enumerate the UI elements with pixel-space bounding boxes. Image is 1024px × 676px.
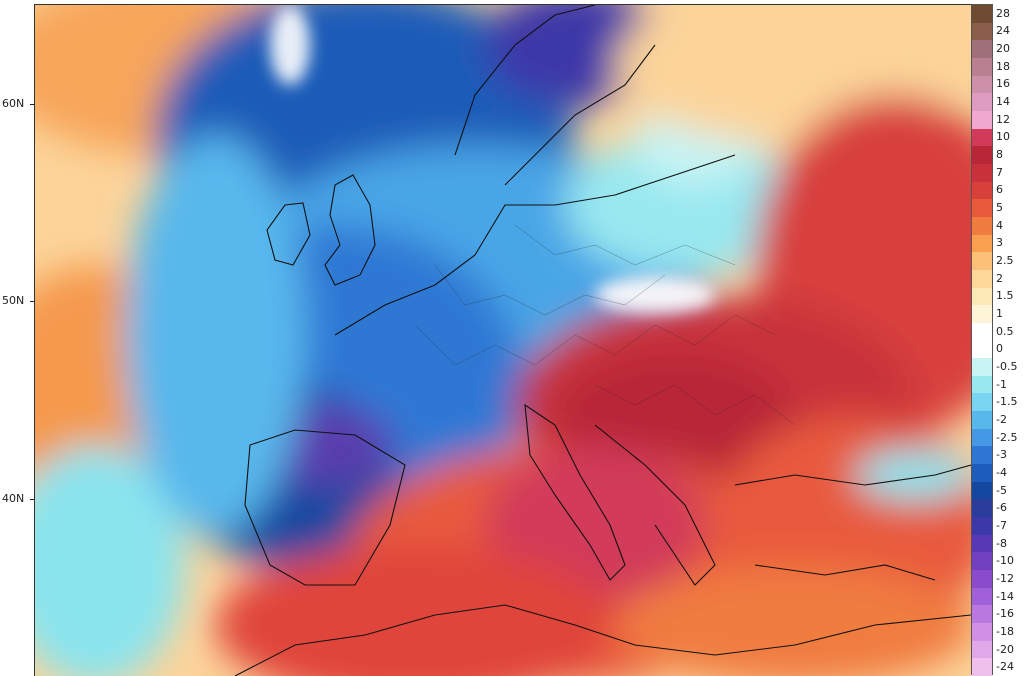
colorbar-cell bbox=[972, 358, 992, 377]
colorbar-label: 16 bbox=[996, 77, 1010, 91]
colorbar-label: 10 bbox=[996, 130, 1010, 144]
colorbar-cell bbox=[972, 552, 992, 571]
colorbar-cell bbox=[972, 287, 992, 306]
colorbar-label: 5 bbox=[996, 201, 1003, 215]
colorbar-label: 28 bbox=[996, 6, 1010, 20]
colorbar-cell bbox=[972, 22, 992, 41]
colorbar-cell bbox=[972, 146, 992, 165]
colorbar-cell bbox=[972, 640, 992, 659]
colorbar-cell bbox=[972, 93, 992, 112]
colorbar-label: 18 bbox=[996, 59, 1010, 73]
colorbar-label: 6 bbox=[996, 183, 1003, 197]
colorbar-cell bbox=[972, 75, 992, 94]
colorbar-cell bbox=[972, 128, 992, 147]
colorbar-label: -10 bbox=[996, 554, 1014, 568]
colorbar-label: -14 bbox=[996, 589, 1014, 603]
colorbar-label: -8 bbox=[996, 536, 1007, 550]
colorbar-cell bbox=[972, 110, 992, 129]
colorbar-cell bbox=[972, 481, 992, 500]
anomaly-map bbox=[34, 4, 971, 676]
colorbar-cell bbox=[972, 5, 992, 23]
colorbar-cell bbox=[972, 534, 992, 553]
colorbar-cell bbox=[972, 587, 992, 606]
colorbar-label: 8 bbox=[996, 148, 1003, 162]
colorbar-label: 14 bbox=[996, 95, 1010, 109]
colorbar-label: -18 bbox=[996, 624, 1014, 638]
colorbar-label: 0.5 bbox=[996, 324, 1014, 338]
lat-label-40n: 40N bbox=[2, 492, 25, 505]
colorbar-label: -5 bbox=[996, 483, 1007, 497]
colorbar-cell bbox=[972, 234, 992, 253]
colorbar-cell bbox=[972, 393, 992, 412]
admin-borders bbox=[414, 224, 796, 426]
colorbar-label: 7 bbox=[996, 165, 1003, 179]
colorbar-label: 2.5 bbox=[996, 254, 1014, 268]
colorbar-label: 4 bbox=[996, 218, 1003, 232]
lat-label-60n: 60N bbox=[2, 97, 25, 110]
map-canvas bbox=[35, 5, 971, 676]
colorbar-cell bbox=[972, 623, 992, 642]
lat-label-50n: 50N bbox=[2, 294, 25, 307]
colorbar-cell bbox=[972, 340, 992, 359]
colorbar-cell bbox=[972, 517, 992, 536]
lat-tick-40 bbox=[30, 499, 35, 500]
colorbar-label: -24 bbox=[996, 660, 1014, 674]
colorbar-cell bbox=[972, 269, 992, 288]
colorbar-label: -0.5 bbox=[996, 359, 1018, 373]
colorbar-cell bbox=[972, 181, 992, 200]
colorbar-label: -2.5 bbox=[996, 430, 1018, 444]
colorbar-label: -7 bbox=[996, 518, 1007, 532]
colorbar-cell bbox=[972, 322, 992, 341]
lat-tick-50 bbox=[30, 301, 35, 302]
colorbar-cell bbox=[972, 658, 992, 676]
colorbar-label: -6 bbox=[996, 501, 1007, 515]
colorbar-label: -4 bbox=[996, 465, 1007, 479]
colorbar-label: 1 bbox=[996, 307, 1003, 320]
colorbar-label: -20 bbox=[996, 642, 1014, 656]
colorbar-label: -1.5 bbox=[996, 395, 1018, 409]
colorbar-label: 3 bbox=[996, 236, 1003, 250]
lat-tick-60 bbox=[30, 104, 35, 105]
colorbar-cell bbox=[972, 446, 992, 465]
colorbar-cell bbox=[972, 605, 992, 624]
colorbar-cell bbox=[972, 305, 992, 324]
colorbar-cell bbox=[972, 464, 992, 483]
colorbar-label: -1 bbox=[996, 377, 1007, 391]
colorbar-label: -2 bbox=[996, 412, 1007, 426]
colorbar-cell bbox=[972, 428, 992, 447]
colorbar-cell bbox=[972, 57, 992, 76]
colorbar-cell bbox=[972, 375, 992, 394]
colorbar-label: -16 bbox=[996, 607, 1014, 621]
colorbar-label: 24 bbox=[996, 24, 1010, 38]
colorbar-cell bbox=[972, 216, 992, 235]
colorbar-label: 1.5 bbox=[996, 289, 1014, 303]
coastlines bbox=[234, 5, 971, 676]
colorbar-label: 0 bbox=[996, 342, 1003, 356]
colorbar-label: 12 bbox=[996, 112, 1010, 126]
colorbar-label: -3 bbox=[996, 448, 1007, 462]
colorbar-label: -12 bbox=[996, 571, 1014, 585]
colorbar-label: 2 bbox=[996, 271, 1003, 285]
colorbar-cell bbox=[972, 40, 992, 59]
colorbar-label: 20 bbox=[996, 42, 1010, 56]
colorbar-cell bbox=[972, 570, 992, 589]
colorbar-cell bbox=[972, 499, 992, 518]
colorbar bbox=[971, 4, 993, 676]
colorbar-cell bbox=[972, 411, 992, 430]
colorbar-cell bbox=[972, 199, 992, 218]
colorbar-cell bbox=[972, 252, 992, 271]
colorbar-cell bbox=[972, 163, 992, 182]
